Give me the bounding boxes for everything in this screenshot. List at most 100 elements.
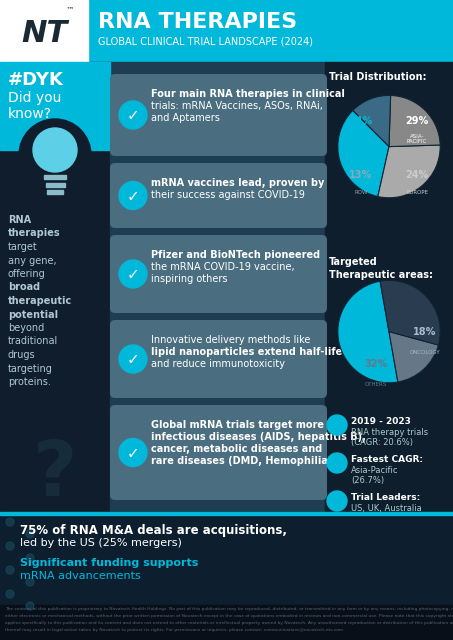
Text: 75% of RNA M&A deals are acquisitions,: 75% of RNA M&A deals are acquisitions, [20,524,287,537]
Bar [0,62,110,150]
Text: RNA: RNA [8,215,31,225]
Circle shape [6,590,14,598]
Circle shape [119,345,147,373]
Bar [325,62,453,512]
Circle shape [6,566,14,574]
Text: (CAGR: 20.6%): (CAGR: 20.6%) [351,438,413,447]
Text: lipid nanoparticles extend half-life: lipid nanoparticles extend half-life [151,347,342,357]
Circle shape [26,554,34,562]
Text: INFECTIOUS
DISEASES: INFECTIOUS DISEASES [350,332,382,342]
Text: 24%: 24% [405,170,429,180]
Text: Asia-Pacific: Asia-Pacific [351,466,399,475]
Circle shape [6,518,14,526]
Text: ROW: ROW [354,190,367,195]
Text: 34%: 34% [349,116,372,126]
Text: RNA therapy trials: RNA therapy trials [351,428,428,437]
Bar [47,190,63,194]
Text: traditional: traditional [8,337,58,346]
Text: ✓: ✓ [127,446,140,461]
Bar [0,605,453,640]
Text: 18%: 18% [413,326,437,337]
Text: mRNA advancements: mRNA advancements [20,571,141,581]
Wedge shape [353,95,390,147]
FancyBboxPatch shape [110,320,327,398]
Text: Trial Distribution:: Trial Distribution: [329,72,427,82]
Text: broad: broad [8,282,40,292]
Text: ™: ™ [66,6,74,15]
Text: 50%: 50% [354,311,378,321]
Text: proteins.: proteins. [8,377,51,387]
Text: ✓: ✓ [127,268,140,282]
Text: NORTH
AMERICA: NORTH AMERICA [348,134,373,144]
Text: US, UK, Australia: US, UK, Australia [351,504,422,513]
Circle shape [119,260,147,288]
Text: drugs: drugs [8,350,36,360]
Text: 29%: 29% [405,116,429,126]
Bar [110,62,325,512]
Bar [0,0,453,62]
Text: their success against COVID-19: their success against COVID-19 [151,190,305,200]
Text: potential: potential [8,310,58,319]
Text: #DYK: #DYK [8,71,64,89]
Wedge shape [380,280,440,345]
FancyBboxPatch shape [110,163,327,228]
Bar [44,175,66,179]
Circle shape [19,119,91,191]
Text: (26.7%): (26.7%) [351,476,384,485]
Text: offering: offering [8,269,46,279]
Text: RNA THERAPIES: RNA THERAPIES [98,12,297,32]
Text: infectious diseases (AIDS, hepatitis B),: infectious diseases (AIDS, hepatitis B), [151,432,366,442]
Text: targeting: targeting [8,364,53,374]
Bar [46,183,65,187]
Circle shape [6,542,14,550]
FancyBboxPatch shape [110,235,327,313]
Text: Global mRNA trials target more: Global mRNA trials target more [151,420,324,430]
Text: thereof may result in legal action taken by Novatech to protect its rights. For : thereof may result in legal action taken… [5,628,343,632]
Text: led by the US (25% mergers): led by the US (25% mergers) [20,538,182,548]
Bar [0,62,110,512]
Text: mRNA vaccines lead, proven by: mRNA vaccines lead, proven by [151,178,324,188]
Circle shape [33,128,77,172]
Text: ✓: ✓ [127,109,140,124]
Text: 13%: 13% [349,170,372,180]
Wedge shape [378,145,440,198]
Text: Trial Leaders:: Trial Leaders: [351,493,420,502]
Text: ?: ? [33,438,77,512]
Text: ✓: ✓ [127,353,140,367]
Text: therapies: therapies [8,228,61,239]
Wedge shape [338,281,398,383]
Text: applies specifically to this publication and its content and does not extend to : applies specifically to this publication… [5,621,453,625]
Text: ✓: ✓ [127,189,140,204]
Text: 32%: 32% [365,358,388,369]
Circle shape [327,453,347,473]
Text: cancer, metabolic diseases and: cancer, metabolic diseases and [151,444,322,454]
Bar [0,512,453,515]
Text: either electronic or mechanical methods, without the prior written permission of: either electronic or mechanical methods,… [5,614,453,618]
Text: ASIA-
PACIFIC: ASIA- PACIFIC [407,134,427,144]
Bar [0,512,453,610]
Text: EUROPE: EUROPE [406,190,428,195]
Text: Did you: Did you [8,91,61,105]
Text: Innovative delivery methods like: Innovative delivery methods like [151,335,310,345]
Text: ONCOLOGY: ONCOLOGY [410,349,440,355]
Circle shape [327,415,347,435]
Circle shape [26,530,34,538]
Text: trials: mRNA Vaccines, ASOs, RNAi,: trials: mRNA Vaccines, ASOs, RNAi, [151,101,323,111]
Text: Therapeutic areas:: Therapeutic areas: [329,270,433,280]
FancyBboxPatch shape [110,405,327,500]
FancyBboxPatch shape [110,74,327,156]
Text: rare diseases (DMD, Hemophilia): rare diseases (DMD, Hemophilia) [151,456,333,466]
Bar [0,0,88,62]
Wedge shape [389,95,440,147]
Circle shape [26,578,34,586]
Wedge shape [389,332,439,382]
Text: GLOBAL CLINICAL TRIAL LANDSCAPE (2024): GLOBAL CLINICAL TRIAL LANDSCAPE (2024) [98,37,313,47]
Text: the mRNA COVID-19 vaccine,: the mRNA COVID-19 vaccine, [151,262,294,272]
Text: Pfizer and BioNTech pioneered: Pfizer and BioNTech pioneered [151,250,320,260]
Text: The content of this publication is proprietary to Novatech Health Holdings. No p: The content of this publication is propr… [5,607,453,611]
Text: Fastest CAGR:: Fastest CAGR: [351,455,423,464]
Text: inspiring others: inspiring others [151,274,227,284]
Circle shape [327,491,347,511]
Text: OTHERS: OTHERS [365,381,387,387]
Text: Targeted: Targeted [329,257,378,267]
